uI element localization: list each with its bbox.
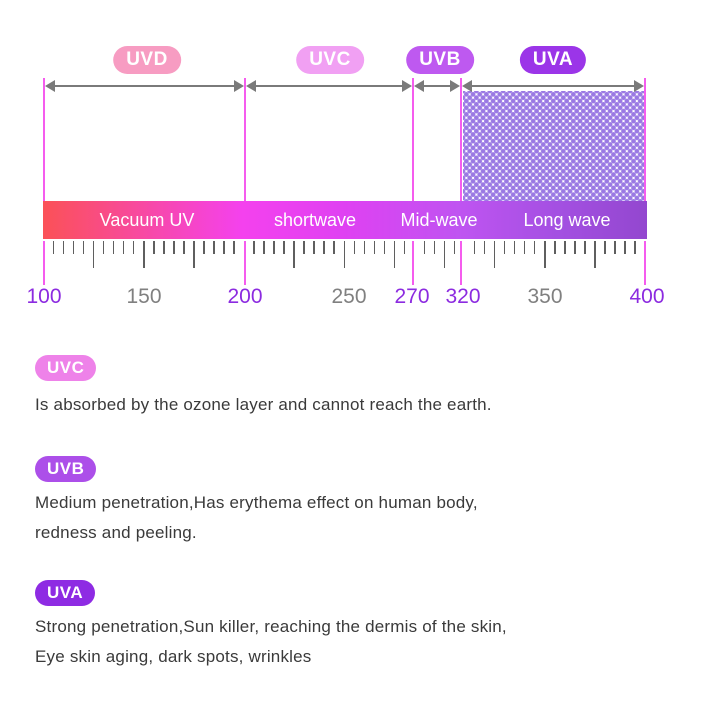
ruler-tick — [453, 241, 456, 254]
ruler-tick — [473, 241, 476, 254]
ruler-tick — [544, 241, 546, 268]
ruler-boundary-tick — [460, 241, 462, 285]
boundary-line — [42, 78, 45, 201]
bar-segment-label: Long wave — [523, 210, 611, 230]
range-arrow-uvd — [44, 80, 244, 92]
range-arrow-uvc — [245, 80, 412, 92]
axis-label-200: 200 — [227, 285, 263, 308]
ruler-tick — [433, 241, 436, 254]
ruler-tick — [604, 241, 606, 254]
ruler-tick — [132, 241, 135, 254]
ruler-tick — [403, 241, 406, 254]
axis-label-400: 400 — [629, 285, 665, 308]
ruler-tick — [594, 241, 596, 268]
legend-text-line: Strong penetration,Sun killer, reaching … — [35, 617, 507, 636]
ruler-tick — [52, 241, 55, 254]
ruler-tick — [183, 241, 185, 254]
ruler-tick — [483, 241, 486, 254]
ruler-tick — [513, 241, 516, 254]
legend-text-line: Is absorbed by the ozone layer and canno… — [35, 395, 492, 414]
axis-label-350: 350 — [527, 285, 563, 308]
hatched-region-uva — [462, 91, 644, 201]
ruler-tick — [263, 241, 265, 254]
ruler-tick — [363, 241, 366, 254]
ruler-boundary-tick — [243, 241, 246, 285]
ruler-tick — [323, 241, 325, 254]
ruler-tick — [143, 241, 145, 268]
ruler-tick — [624, 241, 626, 254]
ruler-tick — [554, 241, 556, 254]
ruler-tick — [253, 241, 255, 254]
ruler-tick — [503, 241, 506, 254]
ruler-tick — [163, 241, 165, 254]
bar-segment-label: Mid-wave — [400, 210, 478, 230]
ruler-tick — [293, 241, 295, 268]
bar-segment-label: Vacuum UV — [99, 210, 195, 230]
ruler-tick — [303, 241, 305, 254]
ruler-tick — [564, 241, 566, 254]
band-pill-uva: UVA — [519, 46, 587, 74]
ruler-tick — [333, 241, 335, 254]
ruler-boundary-tick — [42, 241, 45, 285]
axis-label-250: 250 — [331, 285, 367, 308]
ruler-tick — [62, 241, 65, 254]
band-pill-uvd: UVD — [113, 46, 181, 74]
ruler-tick — [153, 241, 155, 254]
range-arrow-uva — [462, 80, 644, 92]
ruler-tick — [574, 241, 576, 254]
boundary-line — [243, 78, 246, 201]
band-pill-uvc: UVC — [296, 46, 364, 74]
ruler-tick — [173, 241, 175, 254]
ruler-boundary-tick — [412, 241, 414, 285]
ruler-tick — [353, 241, 356, 254]
ruler-tick — [122, 241, 125, 254]
ruler-tick — [493, 241, 496, 268]
ruler-tick — [423, 241, 426, 254]
ruler-tick — [533, 241, 536, 254]
ruler-tick — [72, 241, 75, 254]
axis-label-100: 100 — [26, 285, 62, 308]
band-pill-uvb: UVB — [406, 46, 474, 74]
legend-pill-uvc: UVC — [35, 355, 97, 381]
boundary-line — [644, 78, 646, 201]
ruler-tick — [102, 241, 105, 254]
ruler-tick — [443, 241, 446, 268]
axis-label-320: 320 — [445, 285, 481, 308]
ruler-tick — [373, 241, 376, 254]
ruler-tick — [92, 241, 95, 268]
ruler-tick — [193, 241, 195, 268]
legend-pill-uvb: UVB — [35, 456, 97, 482]
ruler-tick — [614, 241, 616, 254]
ruler-tick — [283, 241, 285, 254]
ruler-tick — [213, 241, 215, 254]
bar-segment-label: shortwave — [273, 210, 357, 230]
spectrum-gradient-bar — [43, 201, 647, 239]
ruler-tick — [82, 241, 85, 254]
boundary-line — [460, 78, 462, 201]
ruler-tick — [343, 241, 345, 268]
ruler-tick — [233, 241, 235, 254]
ruler-tick — [223, 241, 225, 254]
axis-label-150: 150 — [126, 285, 162, 308]
range-arrow-uvb — [414, 80, 460, 92]
legend-pill-uva: UVA — [35, 580, 96, 606]
ruler-tick — [523, 241, 526, 254]
axis-label-270: 270 — [394, 285, 430, 308]
ruler-tick — [584, 241, 586, 254]
ruler-tick — [393, 241, 396, 268]
ruler-tick — [313, 241, 315, 254]
legend-text-line: Eye skin aging, dark spots, wrinkles — [35, 647, 312, 666]
ruler-tick — [112, 241, 115, 254]
ruler-tick — [383, 241, 386, 254]
ruler-tick — [203, 241, 205, 254]
ruler-tick — [273, 241, 275, 254]
legend-text-line: Medium penetration,Has erythema effect o… — [35, 493, 478, 512]
ruler-tick — [634, 241, 636, 254]
ruler-boundary-tick — [644, 241, 646, 285]
legend-text-line: redness and peeling. — [35, 523, 197, 542]
boundary-line — [412, 78, 414, 201]
